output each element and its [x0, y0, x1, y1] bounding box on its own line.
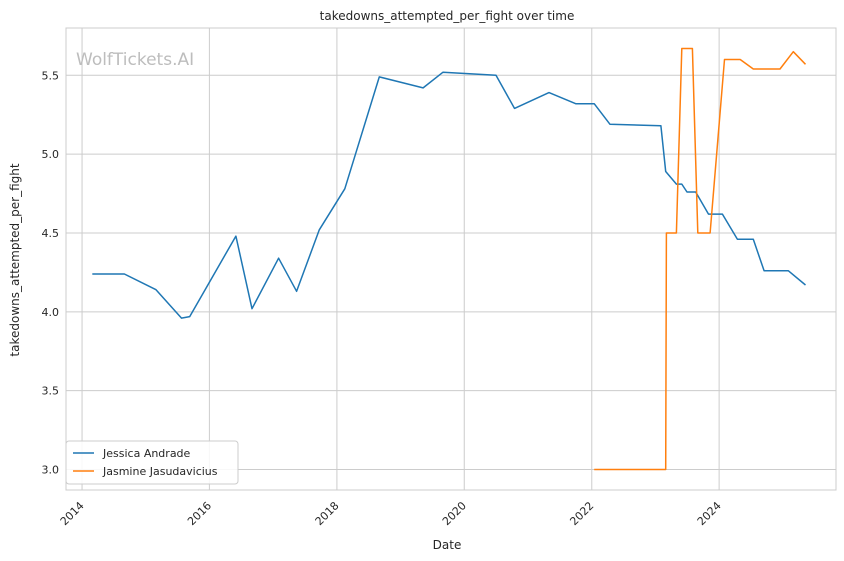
x-tick-label: 2016 — [185, 499, 214, 528]
y-tick-label: 5.0 — [42, 148, 60, 161]
series-line-2 — [594, 47, 807, 471]
legend-entry: Jasmine Jasudavicius — [102, 465, 218, 478]
chart-title: takedowns_attempted_per_fight over time — [320, 9, 575, 23]
series-line-1 — [92, 71, 806, 319]
x-tick-label: 2018 — [313, 499, 342, 528]
y-axis-label: takedowns_attempted_per_fight — [8, 163, 22, 356]
x-axis-label: Date — [433, 538, 462, 552]
watermark: WolfTickets.AI — [76, 50, 194, 70]
x-tick-label: 2014 — [58, 499, 87, 528]
y-tick-label: 4.5 — [42, 227, 60, 240]
y-tick-label: 4.0 — [42, 306, 60, 319]
legend: Jessica Andrade Jasmine Jasudavicius — [65, 440, 239, 485]
x-axis-ticks: 2014 2016 2018 2020 2022 2024 — [58, 499, 724, 528]
legend-entry: Jessica Andrade — [102, 447, 191, 460]
x-tick-label: 2020 — [440, 499, 469, 528]
y-tick-label: 3.5 — [42, 385, 60, 398]
y-tick-label: 5.5 — [42, 69, 60, 82]
x-tick-label: 2024 — [695, 499, 724, 528]
y-axis-ticks: 3.0 3.5 4.0 4.5 5.0 5.5 — [42, 69, 60, 476]
plot-area — [65, 27, 837, 491]
legend-box — [65, 440, 239, 485]
x-tick-label: 2022 — [567, 499, 596, 528]
series-lines — [92, 47, 807, 471]
y-tick-label: 3.0 — [42, 464, 60, 477]
